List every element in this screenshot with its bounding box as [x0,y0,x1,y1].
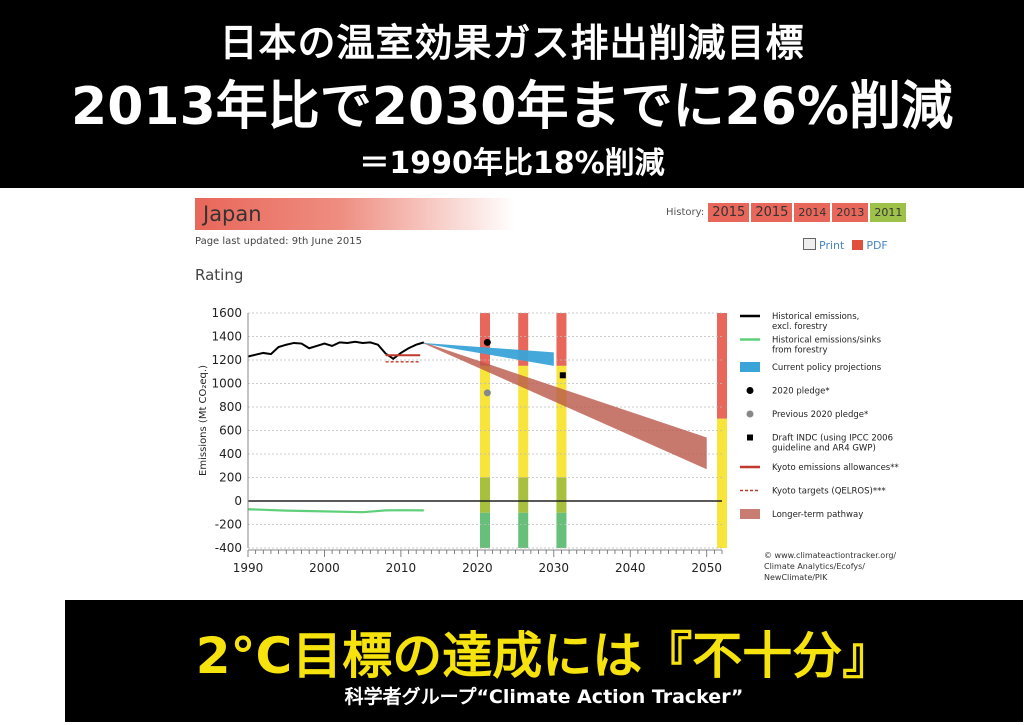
rating-bar-2021-green [480,512,490,548]
grid [248,312,722,549]
history-tab-2014[interactable]: 2014 [794,203,831,222]
legend-label-8: Longer-term pathway [772,510,863,520]
rating-bar-2026-green [518,512,529,548]
rating-bar-2031-yellow2 [556,389,567,478]
legend-label-5: Draft INDC (using IPCC 2006 [772,434,893,444]
headline-equivalent: ＝1990年比18%削減 [359,146,665,181]
source-note: 科学者グループ“Climate Action Tracker” [344,686,744,708]
rating-bar-2031-green [556,512,567,548]
x-tick-label-2020: 2020 [462,561,493,575]
x-tick-label-2040: 2040 [615,561,646,575]
points [483,338,566,397]
x-tick-label-1990: 1990 [233,561,264,575]
legend-swatch-3 [746,387,754,394]
pledge-2020-point [483,338,491,346]
legend-label2-1: from forestry [772,346,828,356]
headline-title: 日本の温室効果ガス排出削減目標 [219,21,805,65]
current-policy-projection [423,342,554,366]
bands [423,342,707,470]
x-tick-label-2030: 2030 [539,561,570,575]
historical-emissions-line [247,340,425,361]
y-tick-label-800: 800 [219,400,242,414]
rating-bars [480,313,727,548]
legend-label-6: Kyoto emissions allowances** [772,463,899,473]
x-tick-label-2050: 2050 [691,561,722,575]
previous-pledge-2020-point [483,389,491,397]
headline-target: 2013年比で2030年までに26%削減 [71,77,953,137]
rating-bar-2031-red [556,313,567,366]
history-tab-2011[interactable]: 2011 [870,203,907,222]
top-banner: 日本の温室効果ガス排出削減目標 2013年比で2030年までに26%削減 ＝19… [0,0,1024,188]
history-tab-2015b[interactable]: 2015 [751,203,793,222]
y-tick-label-0: 0 [234,494,242,508]
chart-panel: Japan Page last updated: 9th June 2015 R… [190,190,912,598]
x-tick-label-2000: 2000 [309,561,340,575]
legend-label-2: Current policy projections [772,363,882,373]
forestry-sinks-line [247,508,424,514]
bottom-banner: 2°C目標の達成には『不十分』 科学者グループ“Climate Action T… [65,600,1023,722]
legend-swatch-4 [746,410,754,418]
legend-label-4: Previous 2020 pledge* [772,410,868,420]
y-tick-label-1400: 1400 [211,330,242,344]
print-link[interactable]: Print [803,238,844,252]
legend-label-7: Kyoto targets (QELROS)*** [772,487,886,497]
last-updated: Page last updated: 9th June 2015 [195,236,362,247]
rating-bar-2021-red [480,313,490,366]
credit: © www.climateactiontracker.org/Climate A… [764,551,896,582]
y-tick-label-1600: 1600 [211,306,242,320]
legend-label2-5: guideline and AR4 GWP) [772,444,876,454]
legend-label-1: Historical emissions/sinks [772,336,882,346]
rating-bar-2031-olive [556,477,567,513]
country-name: Japan [203,202,262,226]
y-tick-label--400: -400 [215,541,242,555]
history-tab-2013[interactable]: 2013 [832,203,869,222]
legend-label-3: 2020 pledge* [772,387,830,397]
history-selector: History: 2015 2015 2014 2013 2011 [666,203,908,222]
y-tick-label--200: -200 [215,518,242,532]
print-label: Print [819,239,845,252]
legend-swatch-2 [740,362,760,372]
history-tab-2015a[interactable]: 2015 [708,203,750,222]
legend-label-0: Historical emissions, [772,312,859,322]
history-label: History: [666,207,705,218]
rating-bar-2026-red [518,313,529,366]
rating-bar-2052-red [717,313,727,419]
printer-icon [803,238,816,250]
y-tick-label-1000: 1000 [211,377,242,391]
credit-line-1: Climate Analytics/Ecofys/ [764,562,865,571]
pdf-icon [852,239,864,250]
y-tick-label-1200: 1200 [211,353,242,367]
x-tick-label-2010: 2010 [386,561,417,575]
lines [247,340,425,514]
rating-bar-2026-yellow2 [518,389,529,478]
credit-line-2: NewClimate/PIK [764,573,828,582]
emissions-chart: 16001400120010008006004002000-200-400199… [198,306,899,582]
credit-line-0: © www.climateactiontracker.org/ [764,551,896,560]
pdf-link[interactable]: PDF [852,238,888,252]
y-axis-label: Emissions (Mt CO₂eq.) [198,365,209,476]
y-tick-label-600: 600 [219,424,242,438]
rating-heading: Rating [195,266,244,284]
y-tick-label-400: 400 [219,447,242,461]
rating-bar-2021-yellow [480,365,490,390]
legend-label2-0: excl. forestry [772,322,827,332]
rating-bar-2026-olive [518,477,529,513]
y-tick-label-200: 200 [219,471,242,485]
draft-indc-point [559,372,566,379]
print-pdf-tools: Print PDF [803,238,888,252]
rating-bar-2052-yellow [717,418,727,548]
longer-term-pathway [423,342,707,470]
rating-bar-2021-yellow2 [480,389,490,478]
axes: 16001400120010008006004002000-200-400199… [198,306,723,575]
conclusion-text: 2°C目標の達成には『不十分』 [195,627,893,685]
rating-bar-2021-olive [480,477,490,513]
country-header: Japan [195,198,515,230]
pdf-label: PDF [866,238,888,252]
legend-swatch-5 [747,434,753,441]
legend-swatch-8 [740,509,760,519]
legend: Historical emissions,excl. forestry Histo… [740,312,899,520]
